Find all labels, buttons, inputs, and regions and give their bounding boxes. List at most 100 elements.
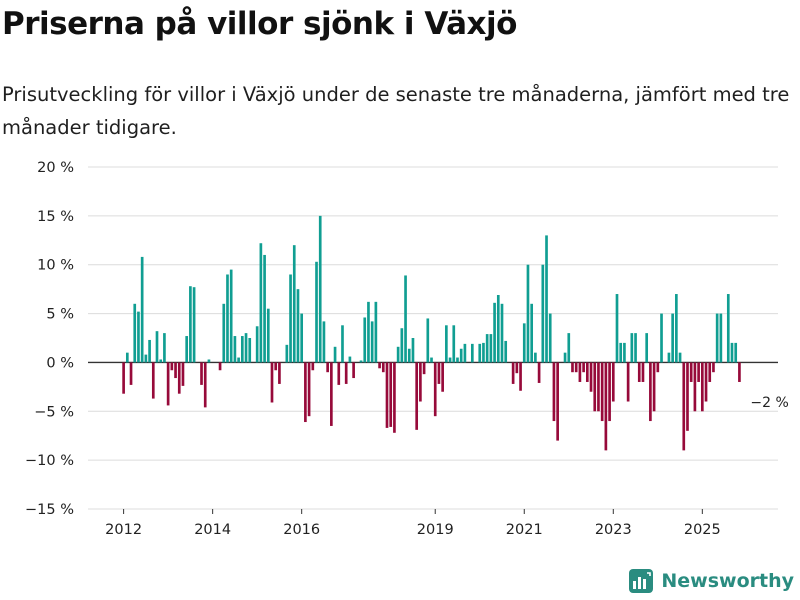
y-tick-label: 15 % xyxy=(37,209,74,225)
bar xyxy=(456,357,459,363)
bar xyxy=(537,362,541,383)
bar xyxy=(671,313,674,363)
bar xyxy=(177,362,181,394)
bar xyxy=(166,362,170,406)
bar xyxy=(675,294,678,363)
bar xyxy=(470,343,474,363)
bar xyxy=(367,301,370,363)
bar xyxy=(689,362,693,382)
bar xyxy=(522,323,526,363)
bar xyxy=(389,362,393,427)
grid-lines xyxy=(88,166,778,510)
bar xyxy=(404,275,407,363)
bar xyxy=(407,348,411,363)
bar xyxy=(708,362,712,382)
bar xyxy=(463,343,467,363)
bar xyxy=(285,344,289,363)
bar xyxy=(678,352,682,363)
bar xyxy=(222,303,226,363)
bar xyxy=(322,321,326,363)
bar xyxy=(623,342,626,363)
bar xyxy=(393,362,396,433)
bar xyxy=(645,333,649,363)
bar xyxy=(448,357,452,363)
bar xyxy=(144,354,148,363)
bar xyxy=(534,352,537,363)
x-tick-label: 2023 xyxy=(595,522,632,538)
bar xyxy=(229,269,233,363)
bar xyxy=(630,333,634,363)
bar xyxy=(266,308,270,363)
bar xyxy=(597,362,600,412)
bar xyxy=(200,362,203,385)
bar xyxy=(556,362,559,441)
bar xyxy=(400,328,404,363)
bar xyxy=(381,362,385,373)
bar xyxy=(330,362,333,426)
bar xyxy=(125,352,129,363)
bar xyxy=(500,303,504,363)
bar xyxy=(385,362,389,428)
x-tick-label: 2012 xyxy=(105,522,142,538)
y-tick-label: 0 % xyxy=(46,355,74,371)
bar xyxy=(730,342,734,363)
bar xyxy=(148,339,151,363)
newsworthy-logo-icon xyxy=(629,569,654,593)
bar xyxy=(296,289,300,363)
bar xyxy=(122,362,125,394)
bar xyxy=(348,356,352,363)
bar xyxy=(270,362,274,403)
y-axis-labels: 20 % 15 % 10 % 5 % 0 % −5 % −10 % −15 % xyxy=(25,160,74,518)
bar xyxy=(341,325,344,363)
bar xyxy=(259,243,263,363)
bar xyxy=(712,362,715,373)
bar xyxy=(619,342,623,363)
bar xyxy=(530,303,534,363)
bar xyxy=(207,359,211,363)
bar xyxy=(374,301,378,363)
x-tick-label: 2021 xyxy=(506,522,543,538)
bar xyxy=(378,362,381,369)
chart-subtitle: Prisutveckling för villor i Växjö under … xyxy=(2,83,790,139)
bar xyxy=(585,362,589,382)
bar xyxy=(637,362,641,382)
bar xyxy=(415,362,419,430)
bar xyxy=(255,326,259,363)
bar xyxy=(140,256,144,363)
bar xyxy=(203,362,207,408)
bar xyxy=(129,362,133,385)
bar xyxy=(478,343,482,363)
bar xyxy=(226,274,229,363)
bar xyxy=(459,348,463,363)
bar xyxy=(133,303,137,363)
bar xyxy=(240,336,244,363)
bar xyxy=(344,362,348,384)
bar xyxy=(318,215,322,363)
last-value-label: −2 % xyxy=(750,395,788,411)
bar xyxy=(289,274,292,363)
bar xyxy=(437,362,441,384)
bar xyxy=(667,352,671,363)
bar xyxy=(433,362,437,417)
bar xyxy=(493,302,496,363)
bar xyxy=(163,333,166,363)
bar xyxy=(600,362,604,422)
bar xyxy=(489,334,493,363)
bar xyxy=(485,334,489,363)
bar xyxy=(656,362,660,373)
bar xyxy=(649,362,652,422)
bar xyxy=(370,321,374,363)
bar xyxy=(278,362,281,384)
bar xyxy=(641,362,645,382)
bar xyxy=(419,362,422,402)
bar xyxy=(715,313,719,363)
bar xyxy=(693,362,697,412)
bar xyxy=(307,362,311,417)
bar xyxy=(496,295,500,363)
bar xyxy=(519,362,522,391)
bar xyxy=(326,362,329,373)
bar xyxy=(174,362,177,379)
bar xyxy=(548,313,552,363)
bar xyxy=(515,362,519,374)
bar xyxy=(151,362,155,399)
